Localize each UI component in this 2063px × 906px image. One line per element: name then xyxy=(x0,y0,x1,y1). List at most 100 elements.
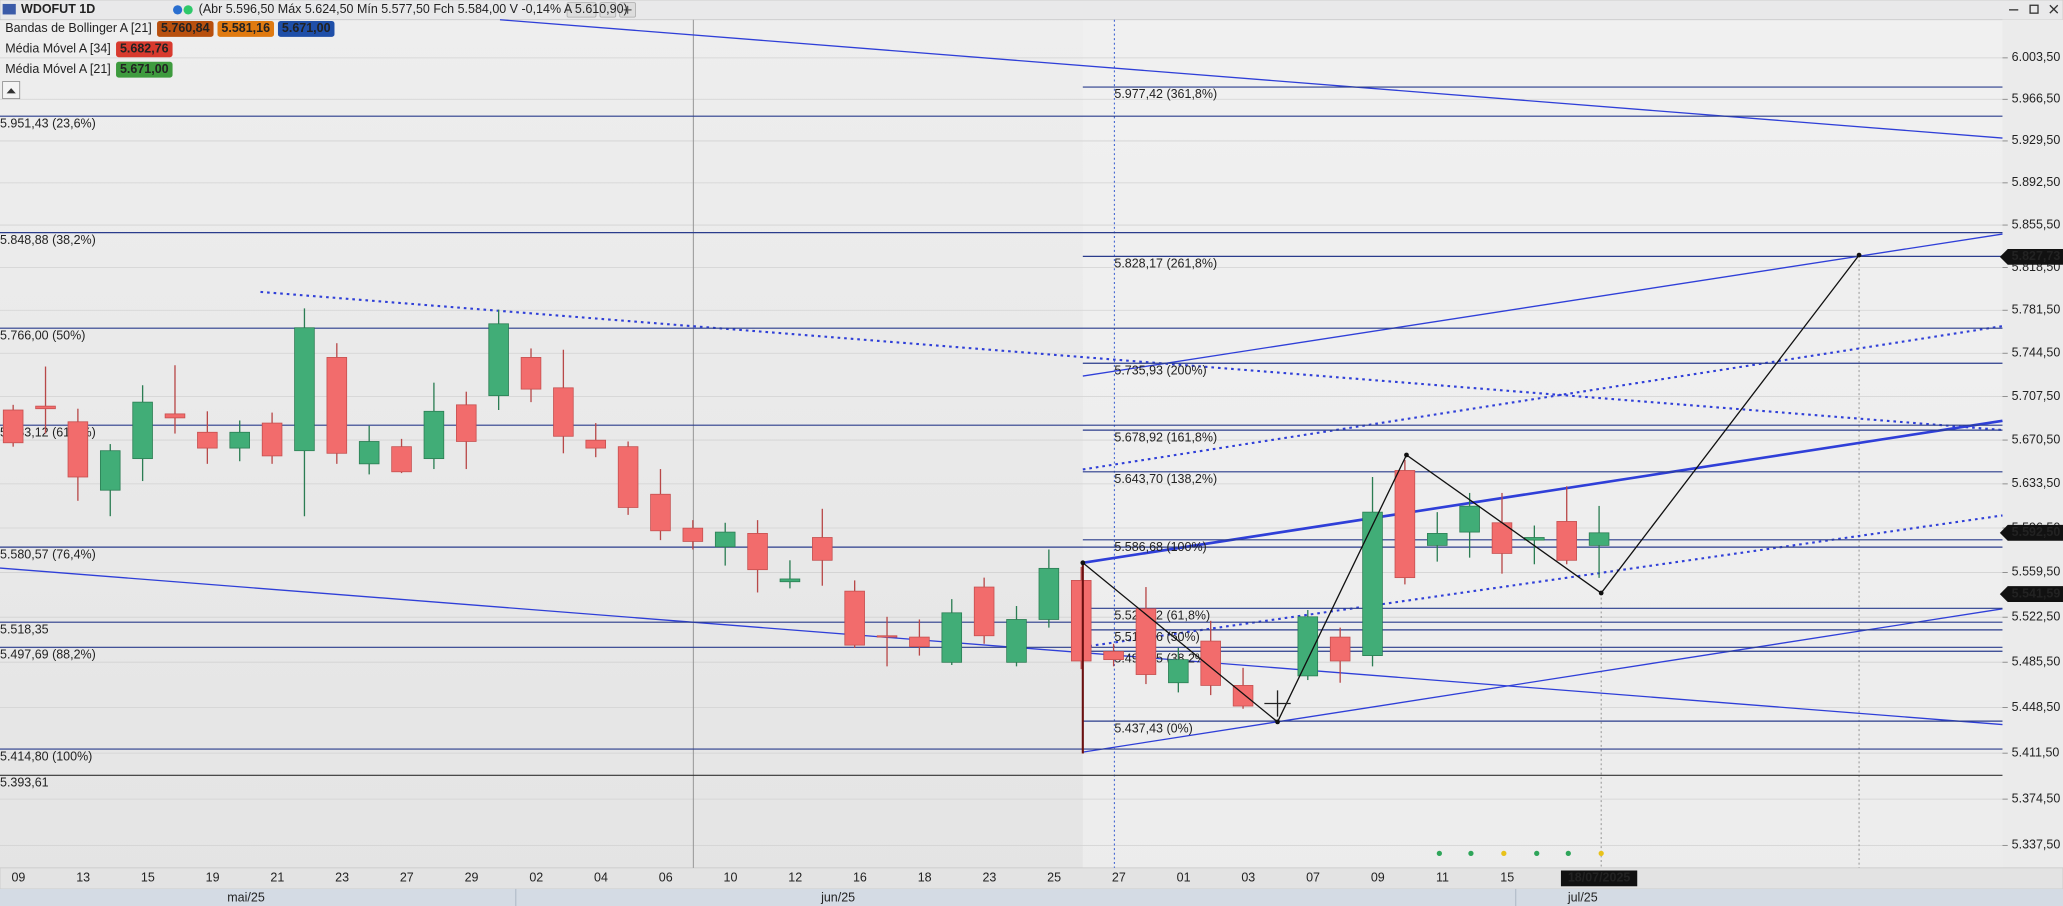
candle-body xyxy=(1070,580,1092,662)
indicator-name: Média Móvel A [34] xyxy=(5,42,111,56)
indicator-value: 5.581,16 xyxy=(221,21,270,35)
x-tick-label: 04 xyxy=(594,871,608,885)
candle-body xyxy=(229,431,250,449)
x-tick-label: 10 xyxy=(724,871,738,885)
zigzag-point xyxy=(1598,590,1604,596)
x-tick-label: 25 xyxy=(1047,871,1061,885)
plus-icon xyxy=(623,5,632,14)
zigzag-point xyxy=(1080,560,1086,566)
candle-body xyxy=(747,533,768,571)
candle-body xyxy=(197,431,218,449)
candle-body xyxy=(294,327,315,452)
candle-body xyxy=(261,422,283,457)
candle-body xyxy=(1232,685,1254,707)
x-tick-label: 18/07/2025 xyxy=(1568,871,1631,885)
month-label: mai/25 xyxy=(227,890,265,904)
price-tag xyxy=(1999,586,2063,602)
maximize-button[interactable] xyxy=(2029,4,2039,14)
candle-body xyxy=(844,590,865,646)
fib-label: 5.494,45 (38,2%) xyxy=(1114,651,1210,665)
toolbar-button[interactable] xyxy=(599,2,617,18)
candle-body xyxy=(456,404,477,442)
close-button[interactable] xyxy=(2049,4,2059,14)
symbol: WDOFUT 1D xyxy=(21,2,95,16)
date-highlight xyxy=(1560,870,1638,887)
fib-label: 5.766,00 (50%) xyxy=(0,328,85,342)
y-tick-label: 5.744,50 xyxy=(2012,346,2061,360)
trend-line xyxy=(1082,419,2003,565)
zigzag-point xyxy=(1856,252,1862,258)
flag-icon xyxy=(2,3,16,15)
x-tick-label: 29 xyxy=(465,871,479,885)
fib-label: 5.393,61 xyxy=(0,776,49,790)
x-tick-label: 12 xyxy=(788,871,802,885)
candle-body xyxy=(941,612,963,663)
candle-body xyxy=(973,586,995,637)
candle-body xyxy=(391,446,412,473)
y-tick-label: 6.003,50 xyxy=(2012,50,2061,64)
x-tick-label: 07 xyxy=(1306,871,1320,885)
candle-body xyxy=(164,413,186,419)
candle-body xyxy=(617,446,639,508)
candle-body xyxy=(1329,636,1351,662)
x-tick-label: 19 xyxy=(206,871,220,885)
x-tick-label: 09 xyxy=(11,871,25,885)
price-tag-label: 5.592,50 xyxy=(2012,525,2061,539)
candle-body xyxy=(1588,532,1610,546)
trend-line xyxy=(260,290,2003,432)
x-tick-label: 15 xyxy=(1500,871,1514,885)
fib-label: 5.977,42 (361,8%) xyxy=(1114,87,1217,101)
candle-body xyxy=(326,357,348,454)
candle-body xyxy=(1200,640,1221,686)
x-tick-label: 21 xyxy=(270,871,284,885)
candle-body xyxy=(812,537,833,561)
fib-zone xyxy=(1082,19,2003,868)
trend-line xyxy=(1082,608,2003,753)
candle-body xyxy=(1362,511,1383,656)
trend-line xyxy=(1082,233,2003,377)
fib-label: 5.437,43 (0%) xyxy=(1114,721,1192,735)
cursor-cross xyxy=(1264,690,1291,717)
signal-dot xyxy=(1501,850,1507,857)
x-tick-label: 03 xyxy=(1241,871,1255,885)
status-icon xyxy=(183,5,193,15)
signal-dot xyxy=(1598,850,1604,857)
candle-body xyxy=(779,578,801,583)
candle-body xyxy=(650,493,671,532)
x-tick-label: 15 xyxy=(141,871,155,885)
candle-body xyxy=(1459,505,1480,533)
y-tick-label: 5.855,50 xyxy=(2012,217,2061,231)
signal-dot xyxy=(1534,850,1540,857)
fib-label: 5.586,68 (100%) xyxy=(1114,540,1206,554)
signal-dots xyxy=(1436,850,1604,857)
fib-label: 5.580,57 (76,4%) xyxy=(0,547,96,561)
indicator-tag xyxy=(277,21,335,37)
signal-dot xyxy=(1565,850,1571,857)
candle-body xyxy=(423,410,445,460)
indicator-tag xyxy=(157,21,214,37)
y-tick-label: 5.633,50 xyxy=(2012,476,2061,490)
candle-body xyxy=(67,421,89,478)
x-tick-label: 11 xyxy=(1436,871,1449,885)
x-tick-label: 16 xyxy=(853,871,867,885)
x-tick-label: 13 xyxy=(76,871,90,885)
candle-body xyxy=(876,635,898,638)
fib-label: 5.643,70 (138,2%) xyxy=(1114,472,1217,486)
y-tick-label: 5.707,50 xyxy=(2012,389,2061,403)
y-tick-label: 5.448,50 xyxy=(2012,700,2061,714)
price-tag xyxy=(1999,524,2063,541)
candle-body xyxy=(1394,470,1416,579)
y-tick-label: 5.522,50 xyxy=(2012,609,2061,623)
trend-line xyxy=(0,567,2003,726)
indicator-value: 5.760,84 xyxy=(161,21,210,35)
x-tick-label: 27 xyxy=(400,871,414,885)
x-tick-label: 18 xyxy=(918,871,932,885)
fib-label: 5.497,69 (88,2%) xyxy=(0,648,96,662)
candle-body xyxy=(1524,537,1545,541)
toolbar-button[interactable] xyxy=(566,2,597,18)
indicator-name: Bandas de Bollinger A [21] xyxy=(5,21,152,35)
price-tag xyxy=(1999,248,2063,265)
y-tick-label: 5.374,50 xyxy=(2012,791,2061,805)
candle-body xyxy=(1038,567,1060,620)
